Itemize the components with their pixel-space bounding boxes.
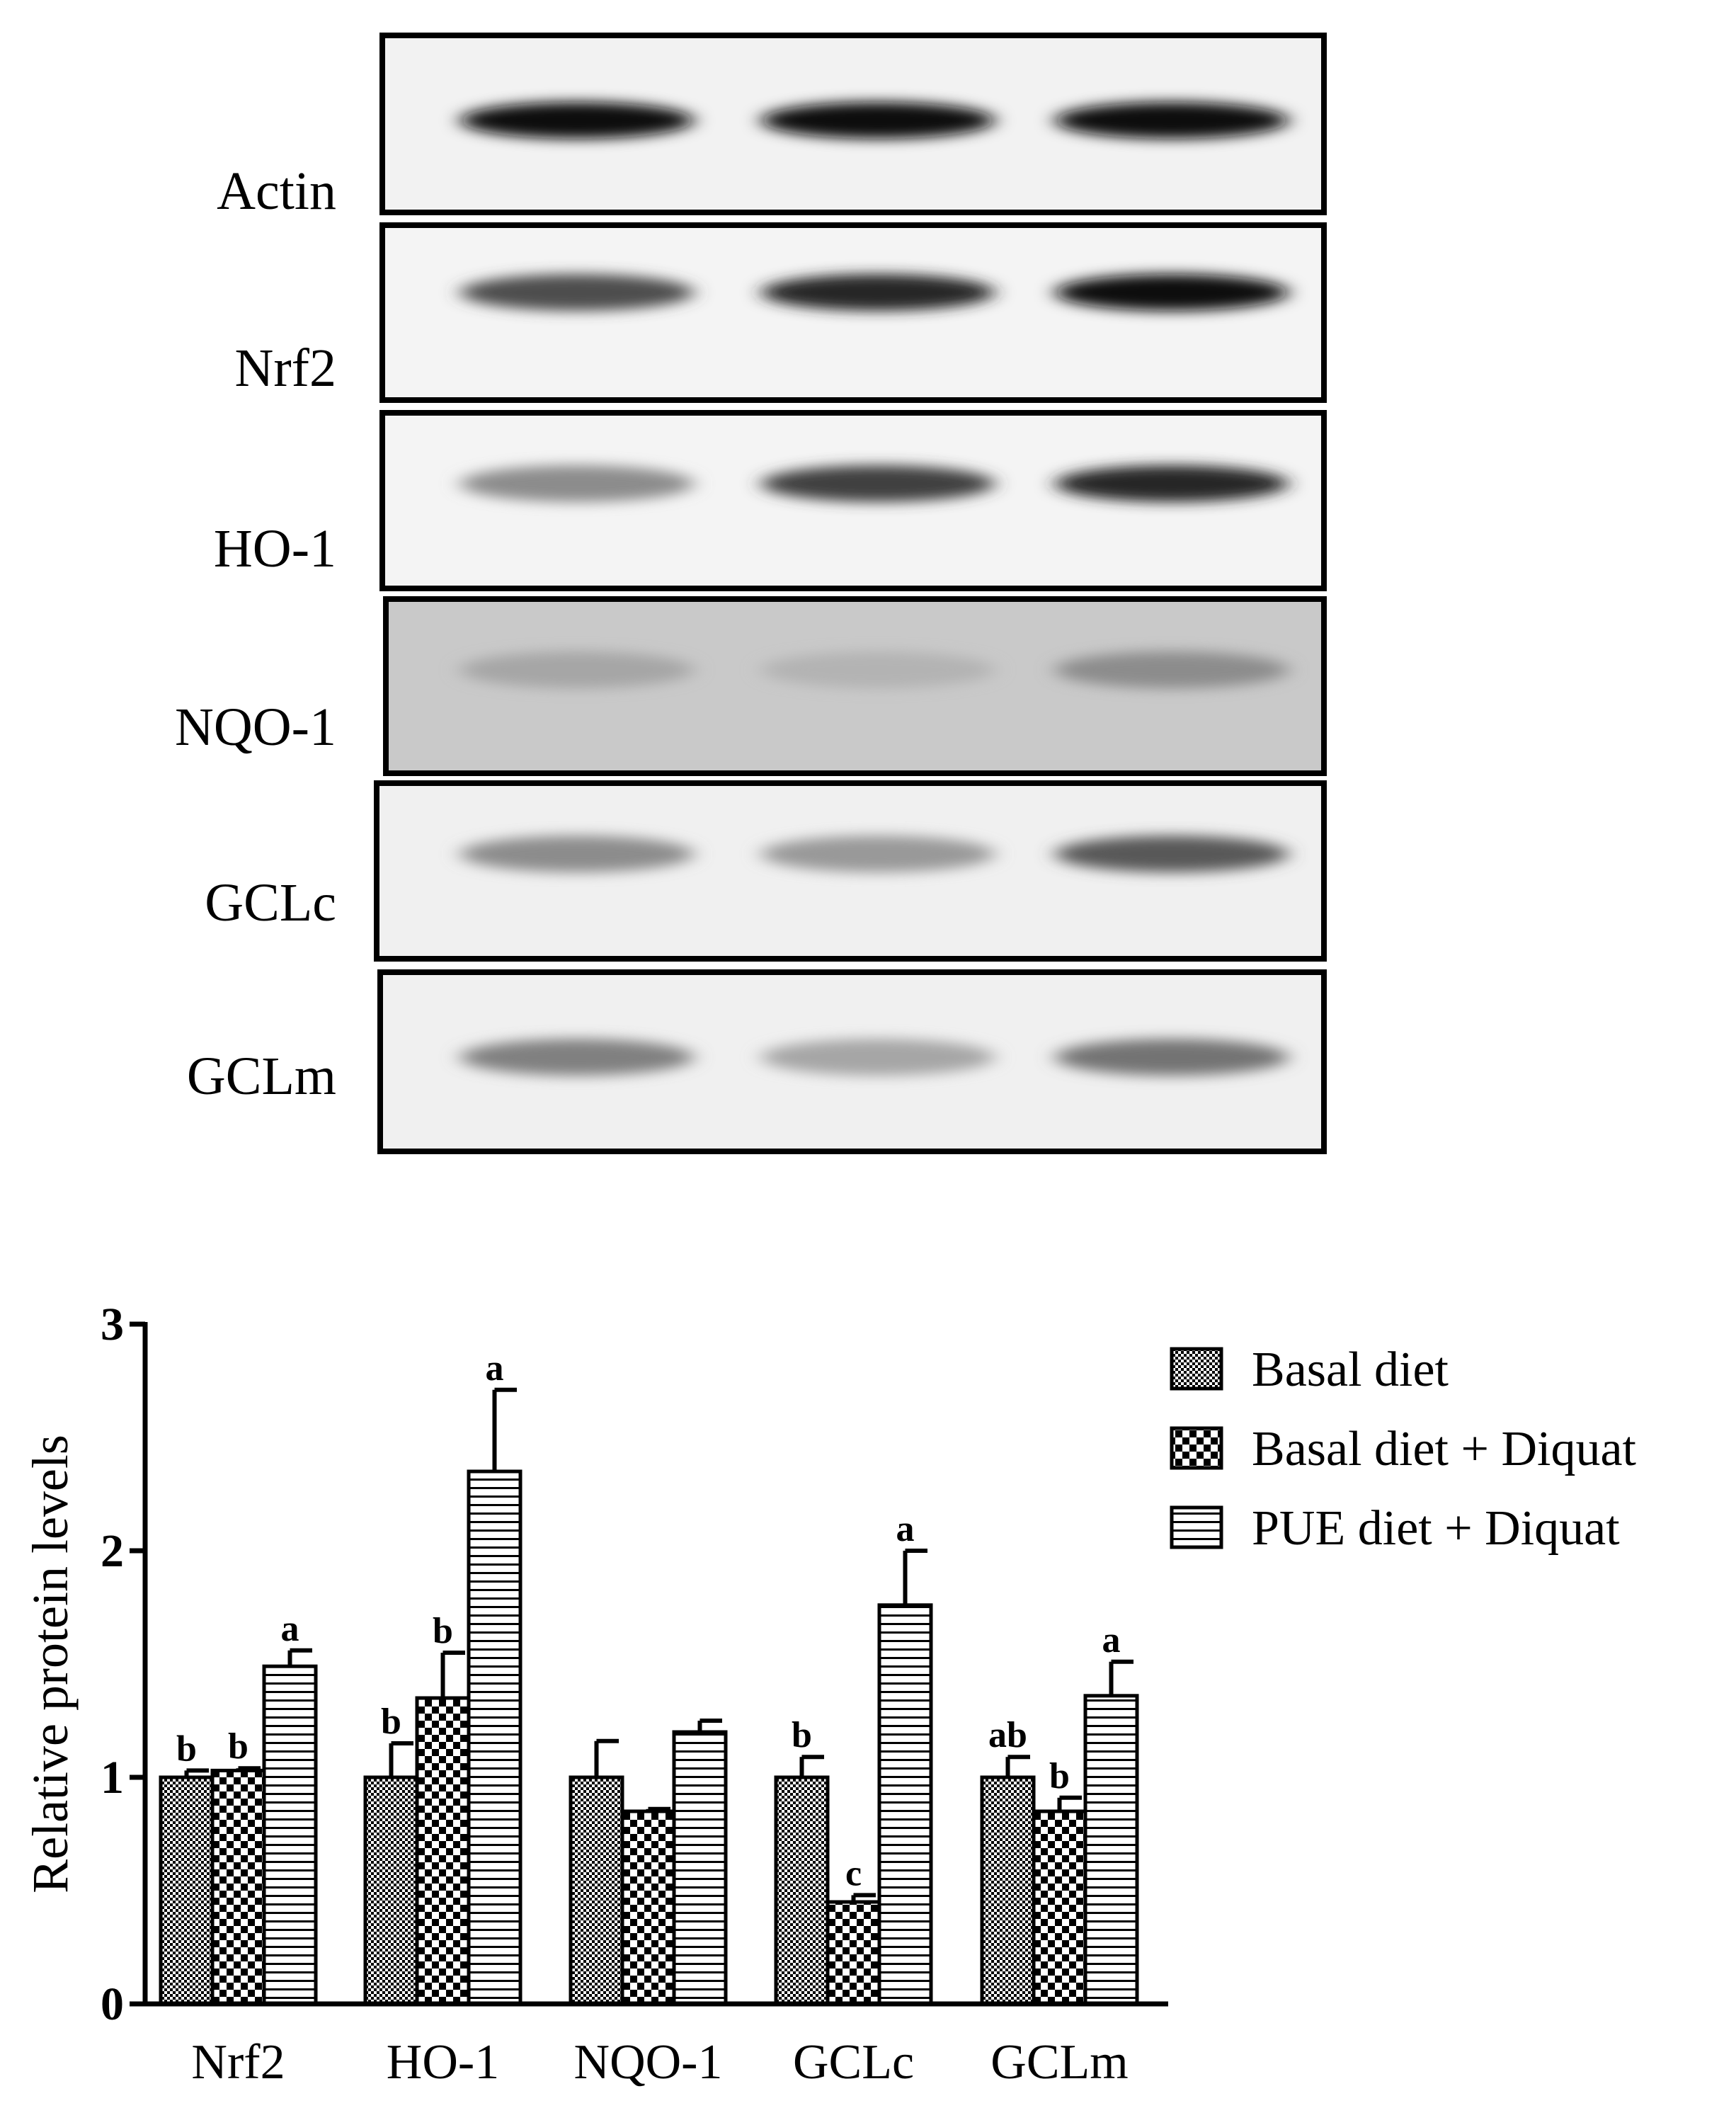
bar: [415, 1696, 471, 2006]
y-tick-label: 3: [101, 1299, 124, 1350]
y-tick-label: 0: [101, 1978, 124, 2030]
blot-label: HO-1: [214, 519, 336, 579]
x-tick-label: NQO-1: [574, 2035, 723, 2090]
legend-swatch: [1170, 1505, 1223, 1549]
significance-letter: c: [845, 1853, 862, 1893]
blot-band: [761, 1039, 995, 1076]
bar: [826, 1900, 881, 2006]
blot-band: [761, 102, 995, 139]
x-tick-label: GCLc: [793, 2035, 914, 2090]
bar: [363, 1775, 419, 2006]
blot-band: [1055, 836, 1289, 872]
significance-letter: ab: [988, 1715, 1027, 1755]
blot-box-nrf2: [379, 222, 1327, 403]
bar: [1083, 1694, 1139, 2006]
blot-band: [460, 1039, 694, 1076]
bar: [569, 1775, 624, 2006]
legend-label: Basal diet: [1252, 1343, 1449, 1397]
bar: [620, 1809, 676, 2006]
blot-band: [460, 102, 694, 139]
bar: [980, 1775, 1036, 2006]
significance-letter: a: [896, 1509, 915, 1549]
significance-letter: b: [228, 1726, 249, 1767]
bar: [877, 1603, 933, 2006]
bar: [210, 1768, 266, 2006]
blot-band: [1055, 651, 1289, 688]
blot-band: [761, 274, 995, 311]
significance-letter: a: [486, 1348, 504, 1389]
legend-label: Basal diet + Diquat: [1252, 1422, 1637, 1476]
significance-letter: b: [433, 1611, 453, 1651]
y-tick-label: 2: [101, 1525, 124, 1577]
blot-band: [460, 836, 694, 872]
blot-band: [761, 836, 995, 872]
significance-letter: b: [176, 1728, 197, 1769]
x-tick-label: Nrf2: [191, 2035, 285, 2090]
significance-letter: a: [281, 1609, 299, 1649]
bar: [159, 1775, 215, 2006]
western-blot-panel: Actin Nrf2 HO-1 NQO-1 GCLc GCLm: [175, 33, 1327, 1154]
x-tick-label: HO-1: [387, 2035, 499, 2090]
blot-label: GCLm: [187, 1047, 336, 1106]
legend-swatch: [1170, 1426, 1223, 1470]
significance-letter: b: [1049, 1756, 1070, 1796]
blot-band: [1055, 102, 1289, 139]
blot-band: [1055, 274, 1289, 311]
y-axis-label: Relative protein levels: [22, 1435, 79, 1893]
significance-letter: a: [1102, 1620, 1121, 1660]
blot-band: [1055, 465, 1289, 502]
blot-band: [761, 465, 995, 502]
x-tick-label: GCLm: [990, 2035, 1128, 2090]
blot-band: [761, 651, 995, 688]
legend-label: PUE diet + Diquat: [1252, 1501, 1620, 1556]
significance-letter: b: [381, 1702, 401, 1742]
legend-swatch: [1170, 1347, 1223, 1391]
bar: [1032, 1809, 1087, 2006]
bar: [262, 1664, 318, 2006]
blot-label: Actin: [217, 161, 336, 221]
bar: [467, 1469, 522, 2006]
blot-band: [460, 274, 694, 311]
bar: [774, 1775, 830, 2006]
blot-band: [1055, 1039, 1289, 1076]
significance-letter: b: [792, 1715, 812, 1755]
blot-band: [460, 465, 694, 502]
blot-band: [460, 651, 694, 688]
blot-label: Nrf2: [234, 338, 336, 398]
blot-label: NQO-1: [175, 697, 336, 757]
bar: [672, 1730, 728, 2006]
blot-label: GCLc: [205, 873, 336, 933]
y-tick-label: 1: [101, 1752, 124, 1804]
